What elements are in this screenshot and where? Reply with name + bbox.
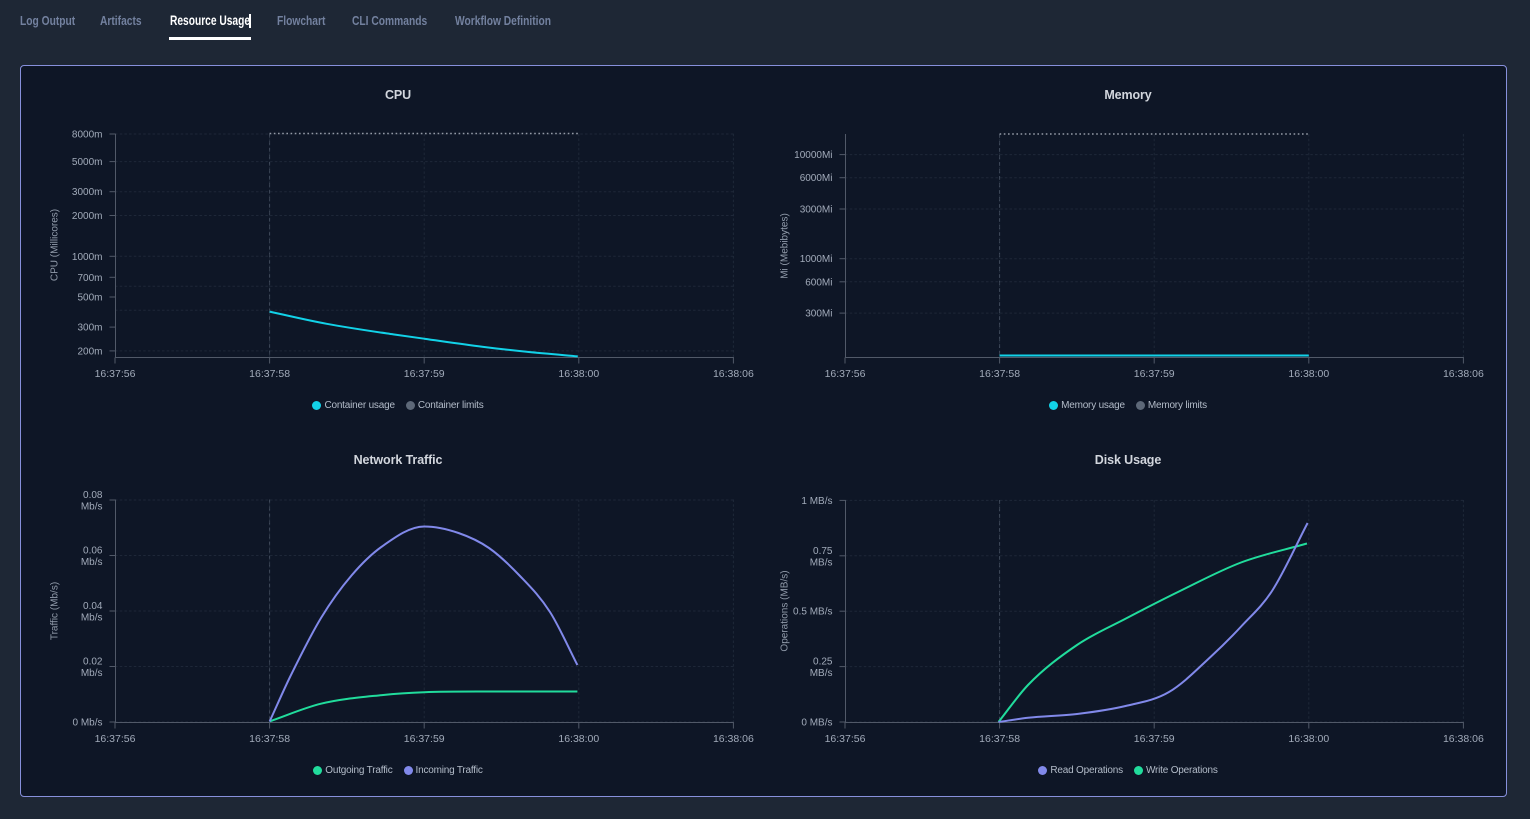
svg-text:1000m: 1000m — [72, 252, 103, 263]
svg-text:Disk Usage: Disk Usage — [1095, 453, 1162, 467]
svg-text:200m: 200m — [77, 346, 102, 357]
svg-text:MB/s: MB/s — [810, 668, 833, 679]
svg-text:2000m: 2000m — [72, 211, 103, 222]
svg-text:Operations (MB/s): Operations (MB/s) — [780, 570, 791, 651]
svg-text:16:37:59: 16:37:59 — [1134, 368, 1175, 380]
svg-text:Mb/s: Mb/s — [81, 668, 103, 679]
svg-text:16:37:58: 16:37:58 — [979, 733, 1020, 745]
svg-text:0.04: 0.04 — [83, 601, 103, 612]
svg-text:16:37:59: 16:37:59 — [404, 368, 445, 380]
svg-text:0.02: 0.02 — [83, 657, 103, 668]
svg-text:16:38:00: 16:38:00 — [1288, 368, 1329, 380]
svg-text:16:37:58: 16:37:58 — [979, 368, 1020, 380]
svg-text:16:38:06: 16:38:06 — [713, 733, 754, 745]
svg-text:0.5 MB/s: 0.5 MB/s — [793, 607, 832, 618]
svg-text:16:37:58: 16:37:58 — [249, 368, 290, 380]
svg-text:16:37:59: 16:37:59 — [1134, 733, 1175, 745]
svg-text:16:37:56: 16:37:56 — [95, 368, 136, 380]
svg-text:5000m: 5000m — [72, 157, 103, 168]
svg-text:3000m: 3000m — [72, 187, 103, 198]
svg-text:16:38:00: 16:38:00 — [558, 368, 599, 380]
svg-text:16:38:00: 16:38:00 — [1288, 733, 1329, 745]
svg-text:16:37:58: 16:37:58 — [249, 733, 290, 745]
svg-text:300m: 300m — [77, 323, 102, 334]
svg-text:300Mi: 300Mi — [805, 309, 832, 320]
svg-text:0 MB/s: 0 MB/s — [801, 718, 832, 729]
svg-text:1 MB/s: 1 MB/s — [801, 496, 832, 507]
svg-text:Mb/s: Mb/s — [81, 502, 103, 513]
svg-text:Network Traffic: Network Traffic — [354, 453, 443, 467]
svg-text:CPU (Millicores): CPU (Millicores) — [50, 209, 61, 281]
svg-text:700m: 700m — [77, 273, 102, 284]
svg-text:0.75: 0.75 — [813, 546, 833, 557]
svg-text:500m: 500m — [77, 293, 102, 304]
svg-text:6000Mi: 6000Mi — [800, 173, 833, 184]
svg-text:0.08: 0.08 — [83, 490, 103, 501]
svg-text:16:37:56: 16:37:56 — [95, 733, 136, 745]
svg-text:Mi (Mebibytes): Mi (Mebibytes) — [780, 213, 791, 279]
svg-text:16:38:06: 16:38:06 — [713, 368, 754, 380]
svg-text:16:38:06: 16:38:06 — [1443, 368, 1484, 380]
svg-text:16:38:00: 16:38:00 — [558, 733, 599, 745]
svg-text:0 Mb/s: 0 Mb/s — [72, 718, 102, 729]
svg-text:Mb/s: Mb/s — [81, 613, 103, 624]
svg-text:10000Mi: 10000Mi — [794, 150, 832, 161]
svg-text:CPU: CPU — [385, 88, 411, 102]
svg-text:16:37:59: 16:37:59 — [404, 733, 445, 745]
svg-text:16:37:56: 16:37:56 — [825, 368, 866, 380]
svg-text:0.25: 0.25 — [813, 657, 833, 668]
svg-text:600Mi: 600Mi — [805, 277, 832, 288]
svg-text:3000Mi: 3000Mi — [800, 205, 833, 216]
svg-text:MB/s: MB/s — [810, 557, 833, 568]
svg-text:1000Mi: 1000Mi — [800, 254, 833, 265]
svg-text:Traffic (Mb/s): Traffic (Mb/s) — [50, 582, 61, 640]
svg-text:Memory: Memory — [1104, 88, 1151, 102]
svg-text:Mb/s: Mb/s — [81, 557, 103, 568]
svg-text:8000m: 8000m — [72, 130, 103, 141]
svg-text:0.06: 0.06 — [83, 546, 103, 557]
svg-text:16:38:06: 16:38:06 — [1443, 733, 1484, 745]
svg-text:16:37:56: 16:37:56 — [825, 733, 866, 745]
